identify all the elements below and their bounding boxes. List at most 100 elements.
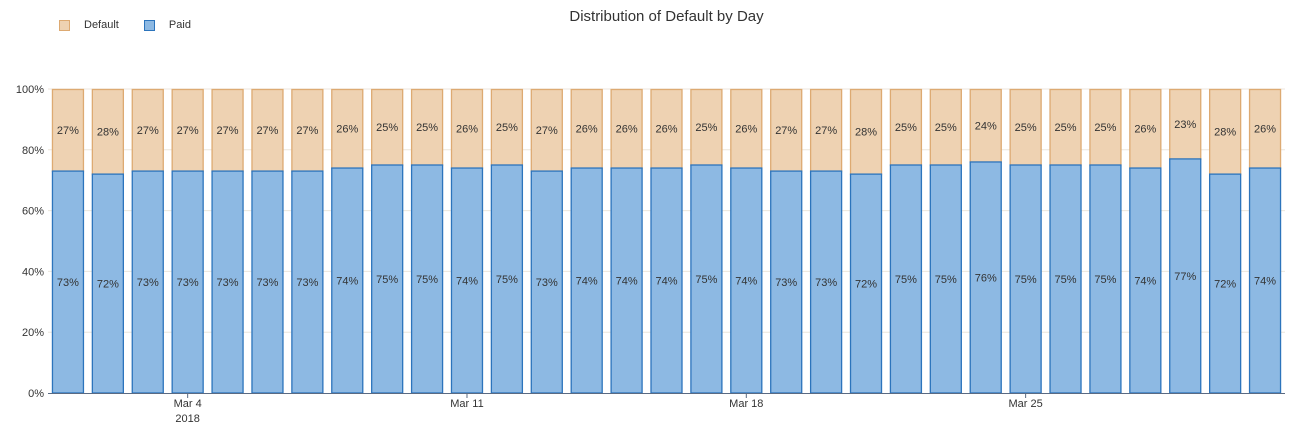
data-label-paid: 74%: [655, 276, 677, 288]
bar-default: [770, 88, 803, 173]
bar-default: [610, 88, 643, 170]
data-label-paid: 73%: [256, 277, 278, 289]
data-label-paid: 73%: [296, 277, 318, 289]
data-label-default: 26%: [655, 124, 677, 136]
data-label-paid: 73%: [177, 277, 199, 289]
bar-paid: [610, 167, 643, 394]
data-label-paid: 74%: [576, 276, 598, 288]
bar-default: [730, 88, 763, 170]
y-tick-label: 20%: [22, 327, 44, 339]
data-label-default: 26%: [336, 124, 358, 136]
data-label-paid: 75%: [496, 274, 518, 286]
legend-item-default[interactable]: Default: [59, 19, 119, 31]
data-label-paid: 74%: [1254, 276, 1276, 288]
bar-default: [530, 88, 563, 173]
data-label-default: 27%: [137, 125, 159, 137]
legend-item-paid[interactable]: Paid: [143, 19, 191, 31]
data-label-paid: 75%: [1094, 274, 1116, 286]
data-label-default: 27%: [296, 125, 318, 137]
bar-default: [371, 88, 404, 167]
data-label-paid: 73%: [536, 277, 558, 289]
data-label-default: 26%: [1134, 124, 1156, 136]
data-label-paid: 75%: [1055, 274, 1077, 286]
bar-default: [171, 88, 204, 173]
data-label-default: 25%: [895, 122, 917, 134]
data-label-paid: 73%: [217, 277, 239, 289]
x-tick-sublabel: 2018: [175, 413, 199, 425]
data-label-paid: 72%: [855, 279, 877, 291]
data-label-paid: 75%: [416, 274, 438, 286]
data-label-default: 25%: [416, 122, 438, 134]
bar-default: [690, 88, 723, 167]
bar-paid: [889, 164, 923, 394]
bar-paid: [251, 170, 284, 394]
data-label-paid: 74%: [1134, 276, 1156, 288]
x-tick-label: Mar 25: [1009, 398, 1043, 410]
legend-label-default: Default: [84, 19, 119, 31]
data-label-default: 23%: [1174, 119, 1196, 131]
data-label-default: 27%: [57, 125, 79, 137]
bar-default: [1129, 88, 1162, 170]
x-tick-label: Mar 18: [729, 398, 763, 410]
data-label-paid: 74%: [616, 276, 638, 288]
data-label-paid: 73%: [57, 277, 79, 289]
data-label-paid: 73%: [137, 277, 159, 289]
data-label-paid: 74%: [336, 276, 358, 288]
data-label-default: 27%: [177, 125, 199, 137]
bar-paid: [1089, 164, 1122, 394]
bar-paid: [650, 167, 683, 394]
data-label-default: 25%: [935, 122, 957, 134]
data-label-paid: 75%: [935, 274, 957, 286]
bar-default: [450, 88, 484, 170]
data-label-paid: 72%: [1214, 279, 1236, 291]
legend-label-paid: Paid: [168, 19, 191, 31]
data-label-paid: 75%: [376, 274, 398, 286]
bar-default: [1089, 88, 1122, 167]
chart-title: Distribution of Default by Day: [569, 8, 764, 25]
bar-paid: [690, 164, 723, 394]
data-label-paid: 76%: [975, 272, 997, 284]
data-label-default: 25%: [376, 122, 398, 134]
y-tick-label: 100%: [16, 84, 44, 96]
data-label-default: 27%: [217, 125, 239, 137]
bar-paid: [530, 170, 563, 394]
bar-default: [490, 88, 524, 167]
bar-paid: [410, 164, 444, 394]
data-label-paid: 72%: [97, 279, 119, 291]
x-tick-label: Mar 4: [174, 398, 202, 410]
data-label-default: 26%: [735, 124, 757, 136]
bar-paid: [929, 164, 962, 394]
data-label-default: 25%: [1015, 122, 1037, 134]
bar-default: [650, 88, 683, 170]
bar-default: [1009, 88, 1042, 167]
data-label-default: 25%: [1094, 122, 1116, 134]
data-label-paid: 73%: [775, 277, 797, 289]
data-label-default: 26%: [456, 124, 478, 136]
bar-paid: [211, 170, 244, 394]
bar-default: [331, 88, 364, 170]
bar-default: [1169, 88, 1202, 161]
y-tick-label: 60%: [22, 206, 44, 218]
data-label-default: 26%: [576, 124, 598, 136]
bar-paid: [1049, 164, 1082, 394]
legend-swatch-paid: [143, 19, 155, 31]
data-label-paid: 75%: [895, 274, 917, 286]
data-label-default: 27%: [256, 125, 278, 137]
bar-paid: [1248, 167, 1282, 394]
data-label-default: 24%: [975, 120, 997, 132]
legend-swatch-default: [59, 19, 70, 31]
data-label-default: 25%: [695, 122, 717, 134]
data-label-default: 28%: [1214, 127, 1236, 139]
bar-paid: [1208, 173, 1242, 394]
bar-default: [1208, 88, 1242, 176]
bar-paid: [131, 170, 164, 394]
bar-paid: [331, 167, 364, 394]
bar-default: [251, 88, 284, 173]
data-label-default: 27%: [775, 125, 797, 137]
data-label-default: 28%: [97, 127, 119, 139]
data-label-paid: 75%: [695, 274, 717, 286]
bar-paid: [490, 164, 524, 394]
x-tick-label: Mar 11: [450, 398, 483, 410]
data-label-default: 26%: [1254, 124, 1276, 136]
data-label-default: 25%: [1055, 122, 1077, 134]
